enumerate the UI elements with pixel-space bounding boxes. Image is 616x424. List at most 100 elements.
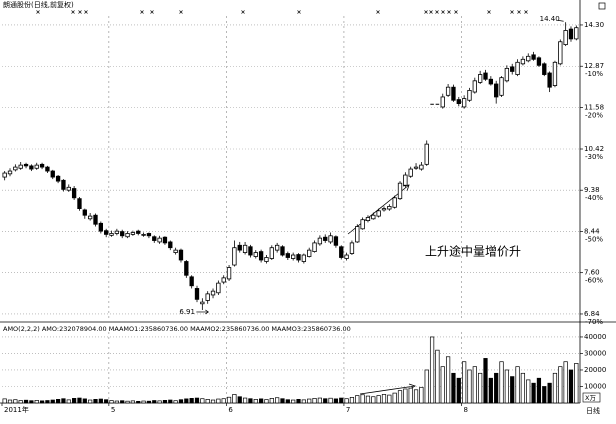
volume-bar <box>515 366 520 404</box>
candle-body <box>226 267 232 280</box>
volume-bar <box>168 399 173 404</box>
volume-bar <box>114 400 119 404</box>
volume-bar <box>130 400 136 404</box>
volume-bar <box>424 369 429 404</box>
volume-bar <box>61 398 66 404</box>
candle-body <box>55 175 61 182</box>
candle-body <box>381 208 387 211</box>
candle-body <box>18 164 23 169</box>
candle-body <box>82 209 87 216</box>
candle-body <box>323 236 328 241</box>
unit-box <box>582 392 601 403</box>
candle-body <box>152 236 157 241</box>
volume-bar <box>387 394 392 404</box>
volume-bar <box>323 398 328 404</box>
candle-body <box>461 98 467 108</box>
candle-body <box>264 257 269 262</box>
volume-bar <box>39 400 45 404</box>
volume-bar <box>371 396 376 404</box>
event-marker <box>140 10 144 14</box>
volume-bar <box>29 400 34 404</box>
candle-body <box>178 249 184 261</box>
volume-bar <box>419 386 424 404</box>
candle-body <box>210 290 216 296</box>
volume-bar <box>413 389 419 404</box>
volume-bar <box>312 398 317 404</box>
volume-bar <box>194 397 200 404</box>
volume-bar <box>536 377 542 404</box>
candle-body <box>221 277 226 283</box>
candle-body <box>285 253 290 258</box>
volume-bar <box>451 372 456 404</box>
volume-bar <box>45 400 50 404</box>
candle-body <box>109 233 114 236</box>
candle-body <box>472 80 477 93</box>
volume-bar <box>50 399 55 404</box>
candle-body <box>141 233 146 236</box>
y-tick-label: 11.58 <box>584 104 604 112</box>
candle-body <box>296 254 301 261</box>
high-label: 14.40 <box>540 15 560 23</box>
volume-bar <box>93 399 98 404</box>
volume-bar <box>472 366 477 404</box>
volume-bar <box>264 399 269 404</box>
candle-body <box>445 86 451 96</box>
candle-body <box>392 197 397 208</box>
candle-body <box>413 166 419 169</box>
candle-body <box>29 165 34 170</box>
candle-body <box>483 72 488 80</box>
volume-bar <box>136 400 141 404</box>
volume-bar <box>558 366 563 404</box>
event-marker <box>447 10 451 14</box>
volume-bar <box>216 398 221 404</box>
candle-body <box>2 172 7 178</box>
y-tick-label: 12.87 <box>584 62 604 70</box>
candle-body <box>536 57 542 66</box>
candle-body <box>50 170 55 178</box>
volume-bar <box>232 394 237 404</box>
volume-bar <box>82 398 87 404</box>
candle-body <box>563 30 568 46</box>
candle-body <box>98 222 104 232</box>
candle-body <box>120 231 125 237</box>
volume-bar <box>526 379 531 404</box>
volume-bar <box>72 398 77 404</box>
volume-bar <box>162 400 168 404</box>
candle-body <box>104 230 109 235</box>
candle-body <box>424 143 429 165</box>
y-tick-label: 9.38 <box>584 186 600 194</box>
y-pct-label: -30% <box>585 153 603 161</box>
volume-bar <box>88 399 93 404</box>
candle-body <box>574 27 579 40</box>
volume-bar <box>104 399 109 404</box>
volume-bar <box>178 399 184 404</box>
candle-body <box>494 83 499 98</box>
volume-bar <box>13 399 18 404</box>
volume-bar <box>365 395 371 404</box>
candle-body <box>200 301 205 305</box>
y-tick-label: 10.42 <box>584 145 604 153</box>
candle-body <box>397 182 403 200</box>
y-pct-label: -40% <box>585 194 603 202</box>
volume-bar <box>280 398 285 404</box>
volume-bar <box>301 399 306 404</box>
candle-body <box>136 230 141 234</box>
annotation: 上升途中量增价升 <box>425 244 521 259</box>
candle-body <box>61 179 66 190</box>
candle-body <box>130 232 136 235</box>
volume-bar <box>259 398 264 404</box>
volume-bar <box>98 398 103 404</box>
candle-body <box>274 244 280 251</box>
volume-bar <box>7 399 13 404</box>
volume-bar <box>333 398 339 404</box>
volume-bar <box>291 399 296 404</box>
candle-body <box>387 206 392 210</box>
volume-bar <box>242 397 248 404</box>
volume-bar <box>296 399 301 404</box>
volume-bar <box>66 399 71 404</box>
low-label: 6.91 <box>179 308 195 316</box>
candle-body <box>552 61 558 86</box>
volume-bar <box>221 398 226 404</box>
volume-bar <box>360 394 365 404</box>
event-marker <box>297 10 301 14</box>
